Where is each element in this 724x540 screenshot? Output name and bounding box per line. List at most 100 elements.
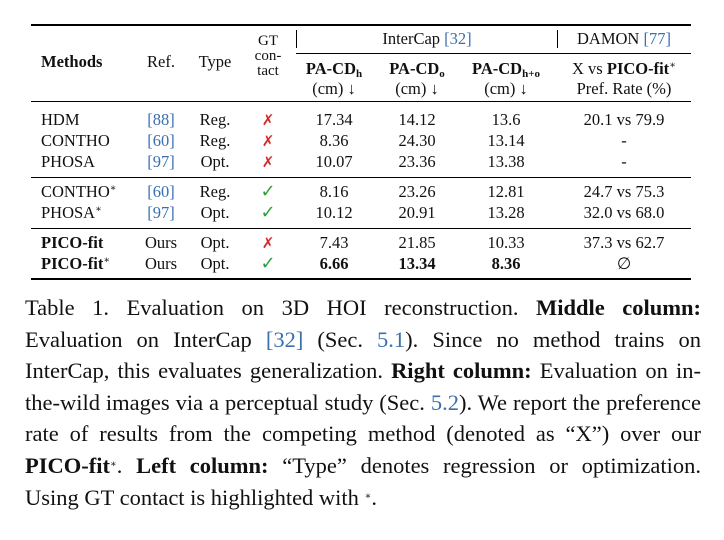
cell-text-o: 23.36 [398,152,436,171]
caption-bold: Right column: [391,358,532,384]
damon-citation[interactable]: [77] [643,29,671,48]
cell-text-o: 21.85 [398,233,436,252]
table-cell-ref: Ours [145,254,177,274]
table-cell-ref[interactable]: [60] [147,131,175,151]
table-cell-method: HDM [41,110,80,130]
cell-text-ref: Ours [144,233,178,252]
cell-text-ref: [88] [147,110,175,129]
caption-bold: Left column: [136,452,269,478]
caption-text: ). Since no method trains on InterCap, t… [25,326,701,384]
header-type: Type [198,52,232,71]
table-cell-pref: 24.7 vs 75.3 [584,182,665,202]
check-icon: ✓ [260,181,276,202]
table-cell-ho: 13.38 [487,152,524,172]
table-cell-type: Opt. [201,233,230,253]
bottom-rule [31,278,691,280]
table-cell-ref: Ours [145,233,177,253]
header-rule [31,101,691,102]
cell-text-pref: 37.3 vs 62.7 [583,233,665,252]
cell-text-ref: [60] [147,131,175,150]
damon-label: DAMON [577,29,640,48]
cell-text-method: HDM [41,110,80,129]
cell-text-type: Reg. [199,131,231,150]
table-cell-method: CONTHO∗ [41,182,117,202]
cell-text-pref: 20.1 vs 79.9 [583,110,665,129]
table-cell-ref[interactable]: [60] [147,182,175,202]
cross-icon: ✗ [261,234,275,252]
caption-text: . [371,484,377,510]
header-pacd-o: PA-CDo [389,59,445,80]
cell-text-ref: Ours [144,254,178,273]
caption-star: ∗ [109,458,117,470]
header-unit-h: (cm) ↓ [312,79,356,98]
intercap-label: InterCap [382,29,441,48]
caption-section-link[interactable]: 5.2 [430,389,459,415]
cell-text-method: CONTHO [41,182,110,201]
header-pacd-h: PA-CDh [306,59,362,80]
table-cell-ref[interactable]: [97] [147,152,175,172]
table-cell-method: PHOSA∗ [41,203,102,223]
cell-text-ref: [60] [147,182,175,201]
caption-text: ). We report the preference rate of resu… [25,389,701,447]
header-damon: DAMON [77] [577,29,671,49]
cross-icon: ✗ [261,153,275,171]
header-damon-line1: X vs PICO-fit∗ [572,59,676,79]
cell-text-type: Reg. [199,182,231,201]
pacd-text: PA-CD [389,59,440,78]
table-cell-o: 24.30 [398,131,435,151]
cell-text-type: Opt. [200,233,230,252]
cell-text-h: 6.66 [319,254,349,273]
table-cell-type: Opt. [201,254,230,274]
sub-ho: h+o [522,68,540,80]
table-cell-pref: 20.1 vs 79.9 [584,110,665,130]
caption-text: Evaluation on InterCap [25,326,266,352]
cell-text-o: 23.26 [398,182,436,201]
cell-text-ho: 8.36 [491,254,521,273]
cell-text-h: 10.07 [315,152,353,171]
table-cell-ref[interactable]: [97] [147,203,175,223]
table-cell-h: 10.07 [315,152,352,172]
intercap-citation[interactable]: [32] [444,29,472,48]
table-cell-h: 8.36 [320,131,349,151]
caption-text: . [116,452,137,478]
cell-text-h: 8.36 [319,131,349,150]
sub-o: o [439,68,445,80]
table-cell-pref: 32.0 vs 68.0 [584,203,665,223]
table-cell-o: 14.12 [398,110,435,130]
caption-text: (Sec. [303,326,378,352]
cell-text-o: 20.91 [398,203,436,222]
cell-text-type: Opt. [200,203,230,222]
caption-star: ∗ [364,490,372,502]
cell-text-ref: [97] [147,203,175,222]
cell-text-ho: 13.6 [491,110,521,129]
table-cell-ref[interactable]: [88] [147,110,175,130]
header-vline-2 [557,30,558,48]
header-methods: Methods [41,52,103,71]
cell-text-o: 14.12 [398,110,436,129]
cell-text-pref: - [621,152,627,171]
header-pacd-ho: PA-CDh+o [472,59,540,80]
table-cell-pref: ∅ [617,254,631,274]
damon-line1-prefix: X vs [572,59,607,78]
caption-section-link[interactable]: 5.1 [377,326,406,352]
table-cell-ho: 13.6 [492,110,521,130]
table-cell-gt: ✗ [262,110,275,130]
table-cell-pref: - [621,152,627,172]
cell-text-pref: - [621,131,627,150]
cell-text-method: CONTHO [41,131,110,150]
table-cell-method: PHOSA [41,152,95,172]
caption-citation[interactable]: [32] [265,326,304,352]
check-icon: ✓ [260,202,276,223]
pacd-text: PA-CD [472,59,523,78]
cross-icon: ✗ [261,132,275,150]
caption-text: “Type” denotes regression or optimizatio… [25,452,701,510]
header-ref: Ref. [147,52,175,71]
table-cell-ho: 12.81 [487,182,524,202]
table-cell-gt: ✗ [262,131,275,151]
cell-text-h: 10.12 [315,203,353,222]
table-cell-gt: ✓ [260,254,275,274]
cell-text-ref: [97] [147,152,175,171]
cell-text-o: 13.34 [398,254,436,273]
cell-text-ho: 13.28 [487,203,525,222]
table-cell-ho: 13.28 [487,203,524,223]
